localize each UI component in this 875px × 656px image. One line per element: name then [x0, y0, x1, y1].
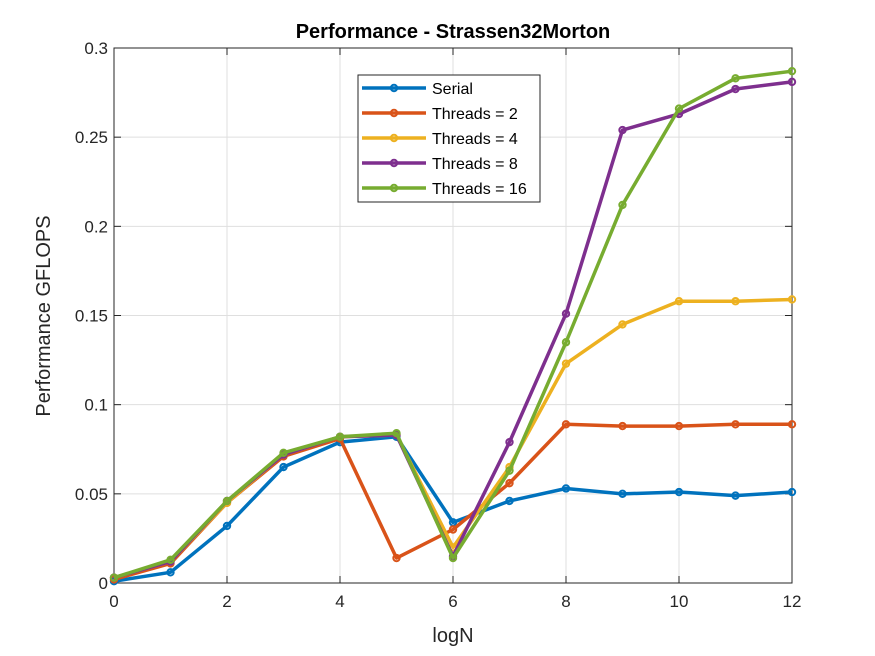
series-4 [109, 66, 797, 582]
x-axis-label: logN [432, 625, 473, 647]
y-tick-label: 0.25 [75, 128, 108, 147]
legend-marker [389, 183, 399, 193]
data-point [618, 489, 627, 499]
x-tick-label: 8 [561, 592, 570, 611]
legend-marker [389, 158, 399, 168]
data-point [448, 553, 458, 563]
x-tick-label: 2 [222, 592, 231, 611]
legend-item: Threads = 16 [362, 181, 527, 198]
legend: Serial Threads = 2 Threads = 4 Threads = 8 T… [357, 74, 541, 203]
x-tick-label: 6 [448, 592, 457, 611]
legend-item: Threads = 4 [362, 131, 518, 148]
data-point [561, 484, 571, 493]
data-point [166, 555, 175, 565]
legend-items: Serial Threads = 2 Threads = 4 Threads = 8 T… [362, 81, 527, 198]
y-tick-label: 0.3 [84, 39, 108, 58]
data-point [787, 487, 797, 497]
x-tick-label: 10 [670, 592, 689, 611]
data-point [731, 84, 740, 94]
legend-label: Threads = 2 [432, 106, 518, 123]
data-point [787, 77, 797, 87]
data-point [279, 462, 288, 472]
data-point [392, 429, 401, 438]
data-point [166, 568, 175, 577]
data-point [561, 359, 571, 368]
data-point [731, 74, 740, 83]
data-point [674, 487, 684, 497]
data-point [618, 421, 627, 431]
legend-label: Serial [432, 81, 473, 98]
y-axis-ticks: 0 0.05 0.1 0.15 0.2 0.25 0.3 [75, 39, 792, 593]
data-point [505, 466, 514, 475]
legend-item: Serial [362, 81, 473, 98]
y-tick-label: 0 [99, 574, 108, 593]
x-tick-label: 4 [335, 592, 344, 611]
data-point [787, 66, 797, 76]
x-axis-ticks: 0 2 4 6 8 10 12 [109, 48, 801, 611]
legend-marker [389, 83, 399, 93]
data-point [222, 496, 232, 506]
data-point [787, 420, 797, 429]
data-point [335, 432, 345, 441]
series-line [113, 435, 793, 583]
x-tick-label: 0 [109, 592, 118, 611]
legend-label: Threads = 8 [432, 156, 518, 173]
legend-item: Threads = 2 [362, 106, 518, 123]
y-tick-label: 0.05 [75, 485, 108, 504]
data-point [618, 125, 627, 135]
data-point [109, 573, 119, 582]
data-point [561, 420, 571, 429]
data-point [561, 338, 571, 347]
data-point [618, 320, 627, 329]
data-point [448, 525, 458, 534]
series-lines [109, 66, 797, 586]
series-line [113, 69, 793, 580]
data-point [279, 448, 288, 458]
legend-label: Threads = 16 [432, 181, 527, 198]
legend-marker [389, 108, 399, 118]
data-point [731, 420, 740, 429]
y-tick-label: 0.1 [84, 396, 108, 415]
y-axis-label: Performance GFLOPS [33, 215, 55, 416]
data-point [505, 478, 514, 488]
legend-marker [389, 133, 399, 143]
y-tick-label: 0.15 [75, 307, 108, 326]
legend-label: Threads = 4 [432, 131, 518, 148]
data-point [674, 104, 684, 113]
data-point [731, 491, 740, 500]
data-point [674, 297, 684, 306]
data-point [505, 437, 514, 447]
x-tick-label: 12 [783, 592, 802, 611]
data-point [787, 295, 797, 304]
data-point [222, 521, 232, 531]
data-point [618, 200, 627, 210]
y-tick-label: 0.2 [84, 217, 108, 236]
legend-item: Threads = 8 [362, 156, 518, 173]
data-point [392, 553, 401, 563]
data-point [674, 421, 684, 431]
data-point [561, 309, 571, 318]
data-point [505, 496, 514, 506]
data-point [731, 297, 740, 306]
chart-title: Performance - Strassen32Morton [296, 21, 611, 43]
